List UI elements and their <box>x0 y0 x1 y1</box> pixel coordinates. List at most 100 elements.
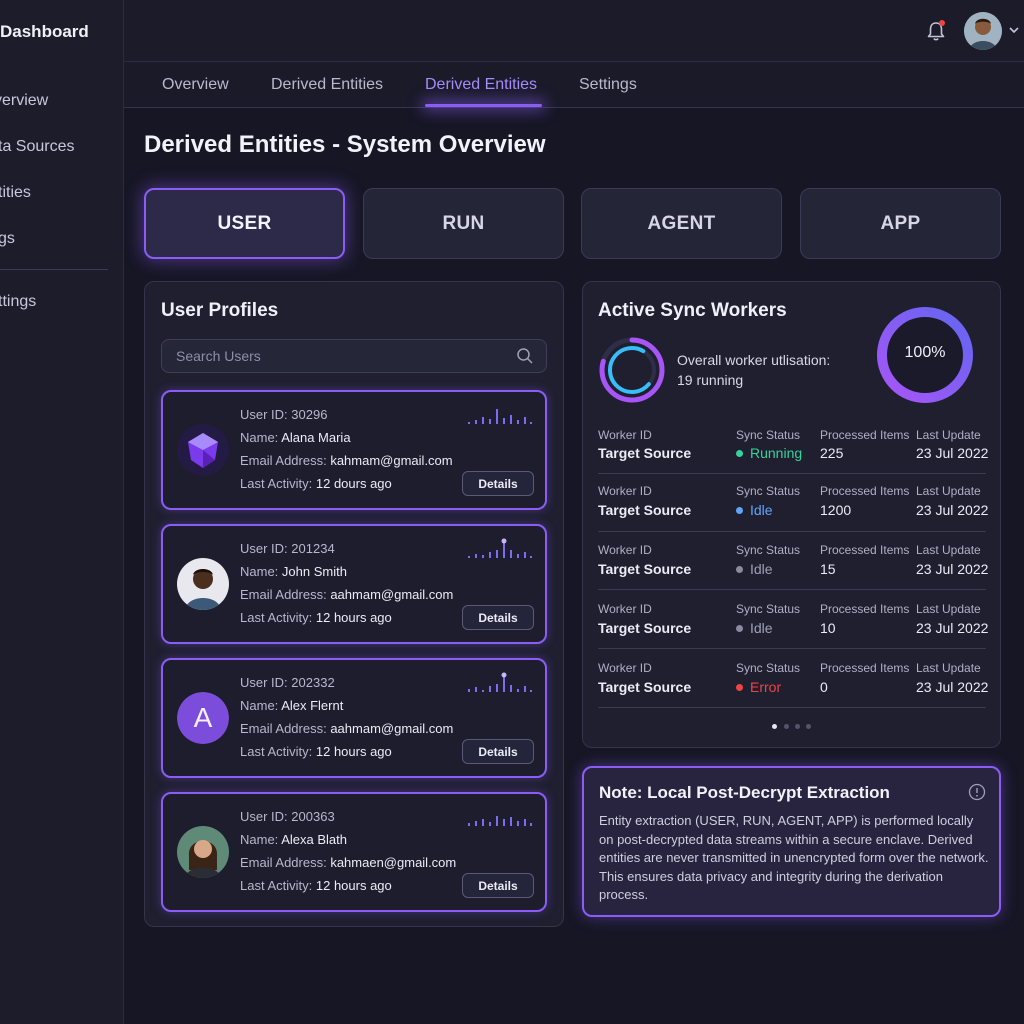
user-name: Name: Alana Maria <box>240 430 351 445</box>
page-title: Derived Entities - System Overview <box>144 131 546 158</box>
letter-avatar: A <box>177 692 229 744</box>
pager-dot[interactable] <box>795 724 800 729</box>
last-update: 23 Jul 2022 <box>916 620 989 636</box>
processed-count: 1200 <box>820 502 852 518</box>
pager-dot[interactable] <box>806 724 811 729</box>
top-bar <box>124 0 1024 62</box>
sync-status: Running <box>736 445 802 461</box>
user-email: Email Address: kahmam@gmail.com <box>240 453 453 468</box>
worker-id-header: Worker ID <box>598 428 652 442</box>
info-icon[interactable] <box>968 783 986 801</box>
entity-app-button[interactable]: APP <box>800 188 1001 259</box>
sync-status: Idle <box>736 620 773 636</box>
bell-icon[interactable] <box>926 20 946 42</box>
hexagon-logo-avatar <box>177 424 229 476</box>
tab-settings[interactable]: Settings <box>579 76 637 93</box>
processed-header: Processed Items <box>820 428 910 442</box>
user-id: User ID: 202332 <box>240 675 335 690</box>
worker-id: Target Source <box>598 620 692 636</box>
details-button[interactable]: Details <box>462 873 534 898</box>
user-card[interactable]: A User ID: 202332 Name: Alex Flernt Emai… <box>161 658 547 778</box>
worker-id: Target Source <box>598 561 692 577</box>
search-input[interactable]: Search Users <box>161 339 547 373</box>
last-update-header: Last Update <box>916 602 981 616</box>
pager-dot-active[interactable] <box>772 724 777 729</box>
tab-derived-entities[interactable]: Derived Entities <box>271 76 384 93</box>
active-tab-indicator <box>425 104 542 107</box>
user-card[interactable]: User ID: 30296 Name: Alana Maria Email A… <box>161 390 547 510</box>
worker-id-header: Worker ID <box>598 661 652 675</box>
sidebar-item-settings[interactable]: ttings <box>0 293 37 310</box>
worker-id-header: Worker ID <box>598 484 652 498</box>
details-button[interactable]: Details <box>462 739 534 764</box>
avatar-initial: A <box>193 702 213 733</box>
sync-status-header: Sync Status <box>736 661 801 675</box>
entity-run-button[interactable]: RUN <box>363 188 564 259</box>
details-button[interactable]: Details <box>462 605 534 630</box>
worker-row[interactable]: Worker ID Target Source Sync Status Idle… <box>598 591 989 649</box>
activity-sparkline <box>468 409 532 424</box>
tab-bar <box>124 62 1024 108</box>
sidebar-brand: Dashboard <box>0 22 89 41</box>
tab-derived-entities-active[interactable]: Derived Entities <box>425 76 538 93</box>
status-dot <box>736 566 743 573</box>
user-card[interactable]: User ID: 200363 Name: Alexa Blath Email … <box>161 792 547 912</box>
extraction-note: Note: Local Post-Decrypt Extraction Enti… <box>582 766 1001 917</box>
entity-agent-button[interactable]: AGENT <box>581 188 782 259</box>
last-update: 23 Jul 2022 <box>916 679 989 695</box>
processed-header: Processed Items <box>820 543 910 557</box>
user-id: User ID: 30296 <box>240 407 328 422</box>
last-update-header: Last Update <box>916 428 981 442</box>
running-count: 19 running <box>677 372 744 388</box>
activity-sparkline <box>468 672 532 692</box>
last-update-header: Last Update <box>916 543 981 557</box>
utilisation-label: Overall worker utlisation: <box>677 352 831 368</box>
sync-workers-title: Active Sync Workers <box>598 300 787 321</box>
last-update: 23 Jul 2022 <box>916 502 989 518</box>
notification-badge <box>939 20 945 26</box>
user-profiles-title: User Profiles <box>161 300 279 321</box>
status-dot <box>736 684 743 691</box>
user-name: Name: John Smith <box>240 564 347 579</box>
utilisation-gauge <box>877 307 973 403</box>
user-avatar[interactable] <box>964 12 1002 50</box>
user-last-activity: Last Activity: 12 dours ago <box>240 476 392 491</box>
user-card[interactable]: User ID: 201234 Name: John Smith Email A… <box>161 524 547 644</box>
gauge-arc <box>877 307 973 403</box>
note-body: Entity extraction (USER, RUN, AGENT, APP… <box>599 813 989 902</box>
last-update-header: Last Update <box>916 484 981 498</box>
sidebar-item-data-sources[interactable]: ta Sources <box>0 138 75 155</box>
processed-header: Processed Items <box>820 484 910 498</box>
processed-count: 225 <box>820 445 844 461</box>
worker-id-header: Worker ID <box>598 602 652 616</box>
photo-avatar <box>177 558 229 610</box>
user-email: Email Address: aahmam@gmail.com <box>240 587 454 602</box>
pager-dot[interactable] <box>784 724 789 729</box>
sync-status: Idle <box>736 561 773 577</box>
sync-status-header: Sync Status <box>736 543 801 557</box>
last-update: 23 Jul 2022 <box>916 445 989 461</box>
sync-status-header: Sync Status <box>736 602 801 616</box>
worker-row[interactable]: Worker ID Target Source Sync Status Erro… <box>598 650 989 708</box>
status-dot <box>736 450 743 457</box>
chevron-down-icon[interactable] <box>1008 24 1020 36</box>
activity-sparkline <box>468 816 532 826</box>
worker-row[interactable]: Worker ID Target Source Sync Status Runn… <box>598 416 989 474</box>
sidebar-item-settings-short[interactable]: gs <box>0 230 15 247</box>
user-last-activity: Last Activity: 12 hours ago <box>240 744 392 759</box>
sidebar-item-entities[interactable]: tities <box>0 184 31 201</box>
entity-user-button[interactable]: USER <box>144 188 345 259</box>
last-update-header: Last Update <box>916 661 981 675</box>
sidebar-item-overview[interactable]: verview <box>0 92 49 109</box>
worker-row[interactable]: Worker ID Target Source Sync Status Idle… <box>598 474 989 532</box>
tab-overview[interactable]: Overview <box>162 76 229 93</box>
user-name: Name: Alexa Blath <box>240 832 347 847</box>
user-id: User ID: 200363 <box>240 809 335 824</box>
details-button[interactable]: Details <box>462 471 534 496</box>
worker-row[interactable]: Worker ID Target Source Sync Status Idle… <box>598 532 989 590</box>
worker-id-header: Worker ID <box>598 543 652 557</box>
last-update: 23 Jul 2022 <box>916 561 989 577</box>
worker-id: Target Source <box>598 445 692 461</box>
search-icon[interactable] <box>516 347 534 365</box>
user-name: Name: Alex Flernt <box>240 698 344 713</box>
